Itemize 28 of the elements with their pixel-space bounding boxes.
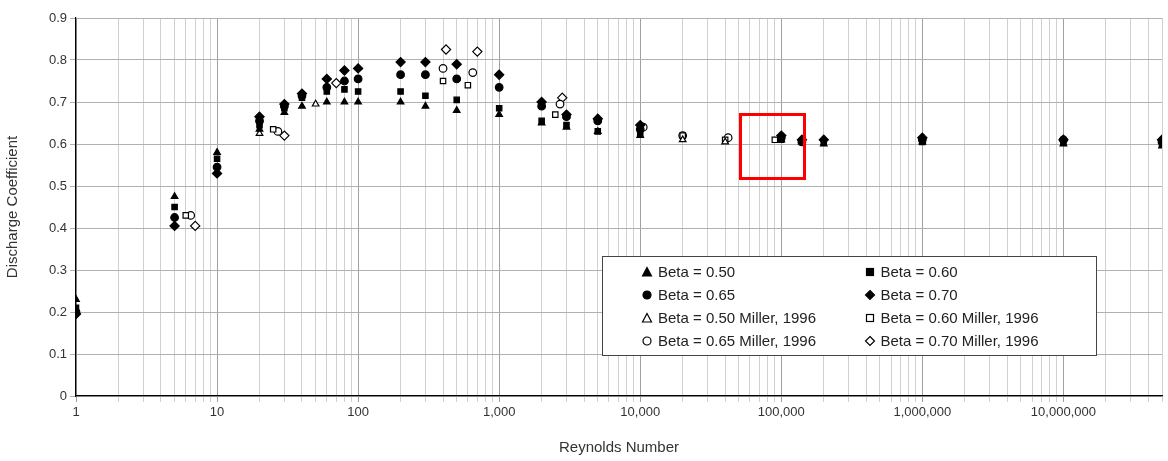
legend-label: Beta = 0.65 Miller, 1996 (658, 332, 817, 349)
y-tick-label: 0.3 (48, 261, 67, 277)
y-tick-label: 0.1 (48, 345, 67, 361)
y-tick-label: 0.2 (48, 303, 67, 319)
y-tick-label: 0 (59, 387, 67, 403)
legend-label: Beta = 0.60 (880, 263, 958, 280)
legend-label: Beta = 0.65 (658, 286, 736, 303)
y-tick-label: 0.4 (48, 219, 67, 235)
x-tick-label: 10,000,000 (1030, 404, 1096, 420)
legend-label: Beta = 0.70 (880, 286, 958, 303)
x-tick-label: 10,000 (620, 404, 661, 420)
x-tick-label: 100,000 (757, 404, 805, 420)
x-tick-label: 1,000 (482, 404, 516, 420)
legend-label: Beta = 0.70 Miller, 1996 (880, 332, 1039, 349)
x-tick-label: 1,000,000 (893, 404, 952, 420)
y-tick-label: 0.6 (48, 135, 67, 151)
y-tick-label: 0.7 (48, 93, 67, 109)
x-tick-label: 100 (347, 404, 369, 420)
y-tick-label: 0.9 (48, 9, 67, 25)
legend-label: Beta = 0.50 Miller, 1996 (658, 309, 817, 326)
y-tick-label: 0.5 (48, 177, 67, 193)
y-tick-label: 0.8 (48, 51, 67, 67)
legend-label: Beta = 0.60 Miller, 1996 (880, 309, 1039, 326)
y-axis-title: Discharge Coefficient (3, 135, 21, 279)
x-axis-title: Reynolds Number (558, 438, 680, 456)
x-tick-label: 1 (72, 404, 80, 420)
x-tick-label: 10 (209, 404, 225, 420)
legend-label: Beta = 0.50 (658, 263, 736, 280)
